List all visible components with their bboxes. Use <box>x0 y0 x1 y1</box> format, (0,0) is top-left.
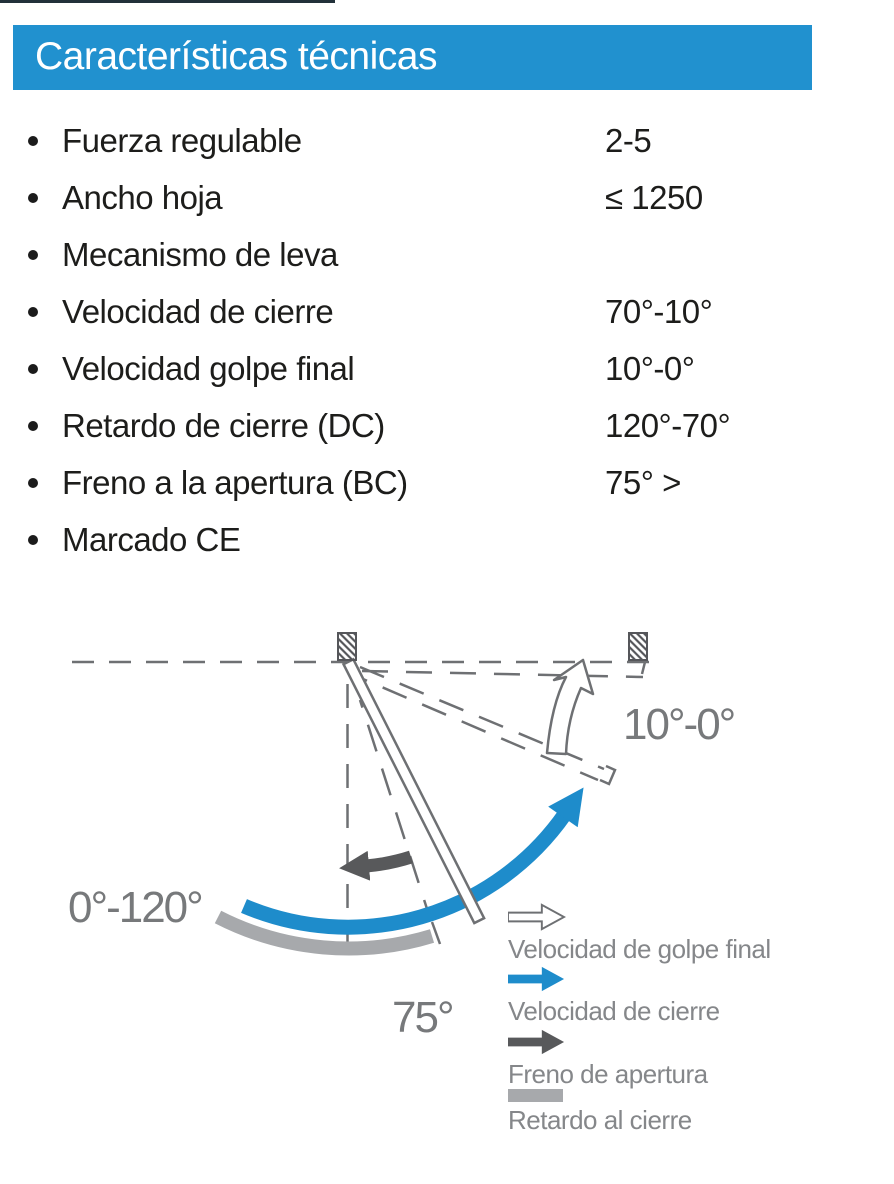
spec-value: 120°-70° <box>605 407 731 444</box>
spec-row: Velocidad golpe final 10°-0° <box>0 340 894 397</box>
spec-row: Retardo de cierre (DC) 120°-70° <box>0 397 894 454</box>
spec-bullet <box>28 535 38 545</box>
spec-label: Velocidad de cierre <box>62 293 334 330</box>
spec-label: Fuerza regulable <box>62 122 302 159</box>
spec-bullet <box>28 136 38 146</box>
top-edge-line <box>0 0 335 3</box>
strike-block <box>628 632 648 661</box>
spec-value: 70°-10° <box>605 293 713 330</box>
spec-row: Velocidad de cierre 70°-10° <box>0 283 894 340</box>
final-snap-arrow <box>545 658 595 756</box>
hinge-block <box>337 632 357 661</box>
spec-label: Mecanismo de leva <box>62 236 338 273</box>
spec-bullet <box>28 421 38 431</box>
door-closed-dashed-line <box>361 669 644 679</box>
spec-label: Velocidad golpe final <box>62 350 355 387</box>
strike-hook-line <box>640 661 647 675</box>
spec-bullet <box>28 478 38 488</box>
spec-label: Freno a la apertura (BC) <box>62 464 408 501</box>
spec-label: Ancho hoja <box>62 179 223 216</box>
door-leaf <box>341 657 486 925</box>
closing-speed-arc <box>241 787 584 935</box>
spec-value: 10°-0° <box>605 350 695 387</box>
label-opening-range: 0°-120° <box>68 883 202 932</box>
spec-bullet <box>28 193 38 203</box>
door-closer-diagram: 0°-120° 10°-0° 75° <box>68 632 736 1042</box>
spec-value: ≤ 1250 <box>605 179 703 216</box>
header-bar: Características técnicas <box>13 25 812 90</box>
spec-row: Freno a la apertura (BC) 75° > <box>0 454 894 511</box>
spec-bullet <box>28 364 38 374</box>
label-final-snap-range: 10°-0° <box>623 700 734 749</box>
spec-label: Marcado CE <box>62 521 241 558</box>
spec-row: Ancho hoja ≤ 1250 <box>0 169 894 226</box>
spec-bullet <box>28 307 38 317</box>
spec-row: Fuerza regulable 2-5 <box>0 112 894 169</box>
page-title: Características técnicas <box>35 35 437 78</box>
spec-value: 2-5 <box>605 122 652 159</box>
backcheck-arrow <box>339 850 413 881</box>
delay-arc <box>214 910 435 956</box>
spec-bullet <box>28 250 38 260</box>
spec-row: Mecanismo de leva <box>0 226 894 283</box>
backcheck-75deg-dash <box>358 699 442 945</box>
specs-list: Fuerza regulable 2-5 Ancho hoja ≤ 1250 Mecan… <box>0 112 894 568</box>
spec-label: Retardo de cierre (DC) <box>62 407 385 444</box>
label-backcheck-angle: 75° <box>392 993 453 1042</box>
spec-row: Marcado CE <box>0 511 894 568</box>
spec-value: 75° > <box>605 464 681 501</box>
